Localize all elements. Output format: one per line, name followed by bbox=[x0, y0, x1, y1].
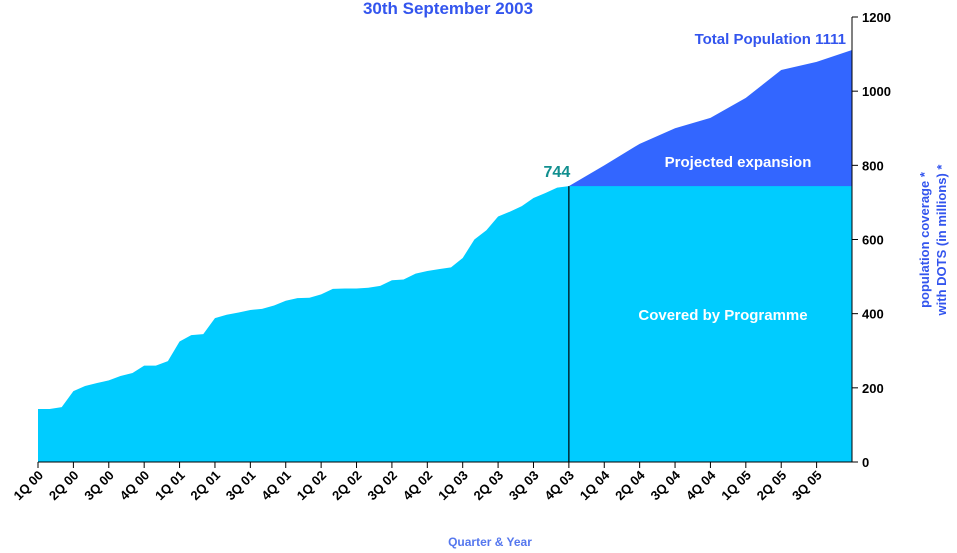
current-value-label: 744 bbox=[544, 164, 571, 181]
x-tick-label: 4Q 04 bbox=[683, 467, 719, 503]
y-tick-label: 0 bbox=[862, 455, 869, 470]
x-tick-label: 3Q 00 bbox=[81, 468, 117, 504]
series-label: Covered by Programme bbox=[638, 307, 807, 324]
x-tick-label: 1Q 00 bbox=[10, 468, 46, 504]
y-tick-label: 200 bbox=[862, 381, 884, 396]
x-tick-label: 4Q 02 bbox=[400, 468, 436, 504]
x-tick-label: 1Q 04 bbox=[577, 467, 613, 503]
x-tick-label: 2Q 03 bbox=[471, 468, 507, 504]
y-tick-label: 400 bbox=[862, 307, 884, 322]
y-axis-label: population coverage * with DOTS (in mill… bbox=[917, 164, 949, 317]
y-tick-label: 1000 bbox=[862, 84, 891, 99]
x-tick-label: 2Q 05 bbox=[754, 468, 790, 504]
x-tick-label: 3Q 04 bbox=[648, 467, 684, 503]
total-label: Total Population 1111 bbox=[695, 31, 846, 48]
x-tick-label: 3Q 05 bbox=[789, 468, 825, 504]
x-tick-label: 2Q 01 bbox=[187, 468, 223, 504]
x-tick-label: 1Q 01 bbox=[152, 468, 188, 504]
y-axis-label-line: population coverage * bbox=[917, 171, 932, 308]
x-tick-label: 4Q 00 bbox=[117, 468, 153, 504]
y-tick-label: 600 bbox=[862, 233, 884, 248]
x-tick-label: 3Q 02 bbox=[364, 468, 400, 504]
x-tick-label: 4Q 03 bbox=[541, 468, 577, 504]
x-tick-label: 1Q 02 bbox=[294, 468, 330, 504]
y-axis-label-line: with DOTS (in millions) * bbox=[934, 164, 949, 317]
x-tick-label: 2Q 04 bbox=[612, 467, 648, 503]
x-tick-label: 3Q 03 bbox=[506, 468, 542, 504]
area bbox=[38, 186, 852, 462]
y-tick-label: 800 bbox=[862, 158, 884, 173]
x-axis-label: Quarter & Year bbox=[448, 535, 532, 549]
x-tick-label: 4Q 01 bbox=[258, 468, 294, 504]
chart-title: 30th September 2003 bbox=[363, 0, 533, 18]
x-tick-label: 1Q 05 bbox=[718, 468, 754, 504]
y-tick-label: 1200 bbox=[862, 10, 891, 25]
series-label: Projected expansion bbox=[665, 154, 812, 171]
x-tick-label: 1Q 03 bbox=[435, 468, 471, 504]
x-tick-label: 2Q 02 bbox=[329, 468, 365, 504]
x-tick-label: 2Q 00 bbox=[46, 468, 82, 504]
x-tick-label: 3Q 01 bbox=[223, 468, 259, 504]
